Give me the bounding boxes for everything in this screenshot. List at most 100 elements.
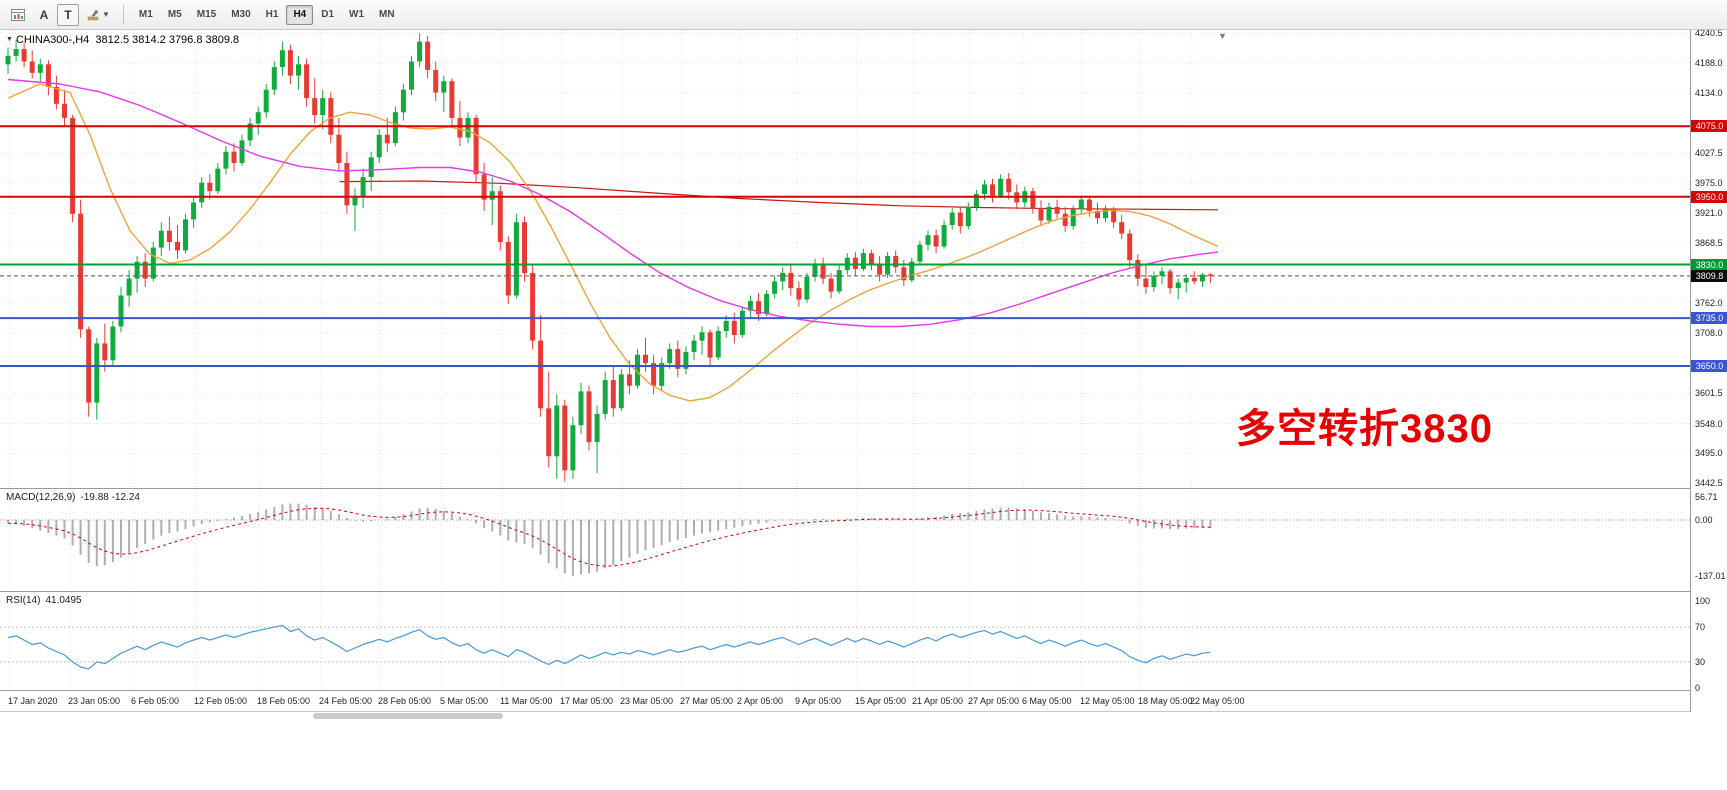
candle-body: [497, 191, 503, 242]
candle-body: [1135, 260, 1141, 279]
timeframe-button-d1[interactable]: D1: [321, 9, 335, 20]
candle-body: [53, 86, 59, 104]
candle-body: [941, 225, 947, 247]
candle-body: [102, 343, 108, 361]
time-axis-label: 27 Apr 05:00: [968, 696, 1020, 706]
candle-body: [1095, 210, 1100, 219]
time-axis-label: 15 Apr 05:00: [855, 696, 907, 706]
candle-body: [360, 177, 366, 197]
candle-body: [150, 247, 156, 279]
horizontal-scrollbar-thumb[interactable]: [313, 713, 503, 719]
candle-body: [659, 363, 665, 386]
candle-body: [990, 184, 995, 196]
candle-body: [1119, 222, 1125, 234]
candle-body: [933, 235, 939, 247]
timeframe-button-h1[interactable]: H1: [265, 9, 279, 20]
candle-body: [546, 408, 552, 457]
time-axis-label: 12 May 05:00: [1080, 696, 1135, 706]
rsi-chart-canvas[interactable]: [0, 592, 1690, 690]
candle-body: [957, 212, 963, 227]
candle-body: [409, 61, 414, 90]
ohlc-values: 3812.5 3814.2 3796.8 3809.8: [95, 34, 240, 46]
macd-chart-canvas[interactable]: [0, 489, 1690, 591]
rsi-line: [7, 624, 1211, 670]
price-axis-label: 3762.0: [1695, 297, 1723, 308]
candle-body: [344, 163, 350, 206]
candle-body: [812, 263, 818, 277]
candle-body: [731, 320, 737, 335]
candle-body: [522, 222, 527, 273]
price-axis-label: 3601.5: [1695, 388, 1723, 399]
chart-title: ▼ CHINA300-,H4 3812.5 3814.2 3796.8 3809.…: [6, 34, 239, 46]
candle-body: [998, 178, 1004, 196]
tool-t-button[interactable]: T: [57, 3, 79, 26]
candle-body: [417, 41, 423, 62]
candle-body: [1070, 209, 1076, 227]
chart-shift-marker[interactable]: ▼: [1218, 31, 1227, 41]
candle-body: [384, 134, 390, 144]
candle-body: [836, 270, 842, 292]
timeframe-button-mn[interactable]: MN: [379, 9, 395, 20]
candle-body: [118, 295, 124, 327]
timeframe-button-w1[interactable]: W1: [349, 9, 365, 20]
candlestick-chart-canvas[interactable]: [0, 30, 1690, 488]
candle-body: [578, 391, 584, 426]
candle-body: [255, 112, 261, 124]
candle-body: [1078, 199, 1084, 210]
candle-body: [586, 391, 592, 443]
rsi-axis-label: 70: [1695, 622, 1706, 633]
price-axis-label: 4240.5: [1695, 28, 1723, 38]
candle-body: [877, 264, 883, 275]
candle-body: [1086, 199, 1092, 211]
price-axis: 4240.5 4188.0 4134.0 4027.5 3975.0 3921.0 3868…: [1690, 28, 1727, 712]
colors-dropdown[interactable]: ▼: [81, 4, 115, 26]
candle-body: [602, 380, 608, 414]
candle-body: [780, 272, 786, 282]
slow-ma-line: [339, 180, 1219, 211]
price-badge-3950.0: 3950.0: [1691, 190, 1727, 203]
candle-body: [643, 354, 648, 364]
candle-body: [1062, 213, 1068, 227]
price-badge-4075.0: 4075.0: [1691, 120, 1727, 133]
rsi-panel: RSI(14) 41.0495: [0, 592, 1690, 691]
macd-axis-label: -137.01: [1695, 571, 1726, 582]
time-axis-label: 22 May 05:00: [1190, 696, 1245, 706]
candle-body: [449, 81, 455, 118]
candle-body: [279, 50, 285, 68]
rsi-axis-label: 30: [1695, 656, 1706, 667]
candle-body: [917, 244, 923, 262]
candle-body: [352, 196, 358, 206]
vertical-gridlines: [9, 592, 1193, 690]
main-chart-panel: ▼ CHINA300-,H4 3812.5 3814.2 3796.8 3809.…: [0, 30, 1690, 489]
timeframe-button-h4[interactable]: H4: [286, 4, 314, 25]
chart-window-button[interactable]: [5, 4, 31, 26]
candle-body: [723, 320, 729, 332]
candle-body: [610, 380, 616, 409]
candle-body: [715, 331, 721, 358]
candle-body: [263, 89, 269, 113]
candle-body: [94, 343, 100, 403]
candle-body: [70, 117, 76, 214]
one-click-trading-toggle[interactable]: ▼: [6, 36, 13, 43]
rsi-value: 41.0495: [45, 595, 82, 606]
vertical-gridlines: [9, 30, 1193, 488]
rsi-axis-label: 0: [1695, 683, 1701, 693]
candle-body: [860, 253, 866, 269]
candle-body: [965, 207, 971, 227]
candle-body: [530, 272, 536, 341]
time-axis-label: 23 Jan 05:00: [68, 696, 121, 706]
timeframe-button-m30[interactable]: M30: [231, 9, 251, 20]
candle-body: [239, 140, 245, 163]
timeframe-button-m5[interactable]: M5: [167, 9, 182, 20]
candle-body: [796, 288, 802, 300]
candles: [5, 33, 1213, 482]
timeframe-button-m1[interactable]: M1: [138, 9, 153, 20]
candle-body: [699, 332, 705, 341]
tool-a-button[interactable]: A: [39, 7, 49, 22]
time-axis-label: 9 Apr 05:00: [795, 696, 842, 706]
candle-body: [126, 278, 132, 296]
candle-body: [433, 69, 439, 93]
candle-body: [1175, 282, 1181, 289]
timeframe-button-m15[interactable]: M15: [196, 9, 217, 20]
macd-signal-line: [7, 507, 1211, 567]
